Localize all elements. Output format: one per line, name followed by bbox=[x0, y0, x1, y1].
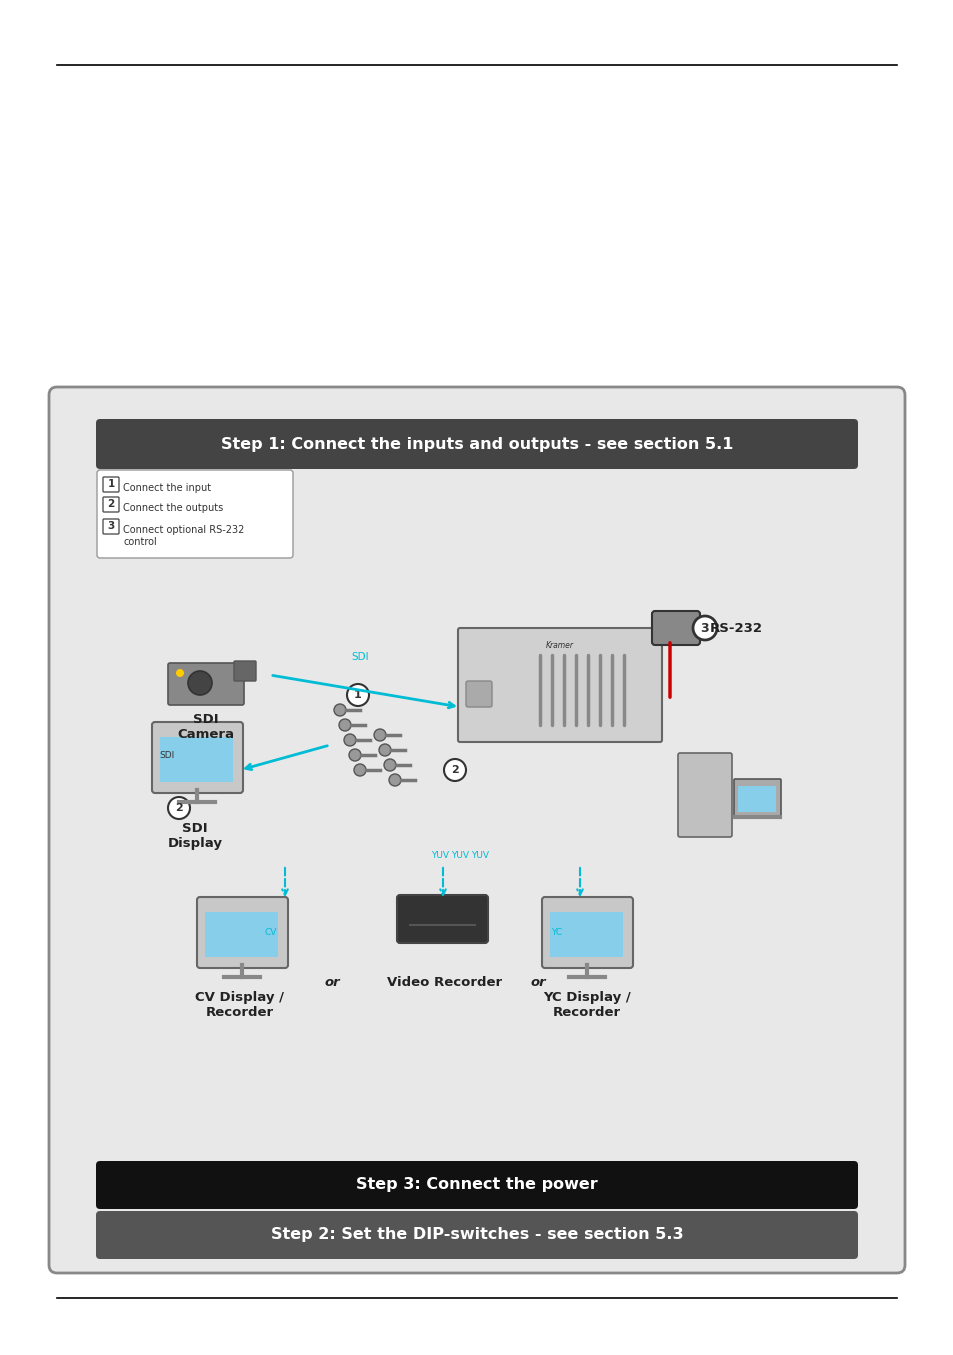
Text: Connect optional RS-232
control: Connect optional RS-232 control bbox=[123, 524, 244, 547]
Circle shape bbox=[384, 759, 395, 771]
FancyBboxPatch shape bbox=[678, 753, 731, 837]
FancyBboxPatch shape bbox=[550, 912, 622, 957]
Text: 2: 2 bbox=[108, 499, 114, 509]
Circle shape bbox=[349, 749, 360, 762]
FancyBboxPatch shape bbox=[541, 897, 633, 967]
FancyBboxPatch shape bbox=[103, 477, 119, 492]
Circle shape bbox=[347, 684, 369, 706]
FancyBboxPatch shape bbox=[96, 1211, 857, 1259]
Text: YUV: YUV bbox=[451, 851, 469, 860]
FancyBboxPatch shape bbox=[49, 388, 904, 1272]
Text: 2: 2 bbox=[451, 766, 458, 775]
FancyBboxPatch shape bbox=[205, 912, 277, 957]
Text: Step 2: Set the DIP-switches - see section 5.3: Step 2: Set the DIP-switches - see secti… bbox=[271, 1228, 682, 1243]
FancyBboxPatch shape bbox=[160, 737, 233, 782]
Circle shape bbox=[338, 720, 351, 730]
Circle shape bbox=[389, 774, 400, 786]
FancyBboxPatch shape bbox=[465, 682, 492, 707]
Text: SDI: SDI bbox=[351, 652, 369, 663]
FancyBboxPatch shape bbox=[152, 722, 243, 793]
Text: or: or bbox=[324, 977, 339, 989]
Text: Step 3: Connect the power: Step 3: Connect the power bbox=[355, 1177, 598, 1192]
Text: 1: 1 bbox=[354, 690, 361, 701]
Text: Kramer: Kramer bbox=[545, 641, 574, 649]
Circle shape bbox=[354, 764, 366, 776]
Circle shape bbox=[378, 744, 391, 756]
FancyBboxPatch shape bbox=[733, 779, 781, 816]
Text: SDI
Camera: SDI Camera bbox=[177, 713, 234, 741]
Text: YC: YC bbox=[551, 928, 561, 938]
Text: 3: 3 bbox=[108, 522, 114, 531]
FancyBboxPatch shape bbox=[651, 611, 700, 645]
Text: SDI: SDI bbox=[159, 751, 174, 760]
FancyBboxPatch shape bbox=[96, 419, 857, 469]
Text: 3: 3 bbox=[700, 622, 709, 634]
Text: RS-232: RS-232 bbox=[709, 622, 762, 634]
FancyBboxPatch shape bbox=[168, 663, 244, 705]
Text: or: or bbox=[530, 977, 545, 989]
Text: Connect the input: Connect the input bbox=[123, 482, 211, 493]
Text: YC Display /
Recorder: YC Display / Recorder bbox=[542, 991, 630, 1019]
FancyBboxPatch shape bbox=[97, 470, 293, 558]
FancyBboxPatch shape bbox=[457, 627, 661, 743]
Text: Video Recorder: Video Recorder bbox=[387, 977, 502, 989]
FancyBboxPatch shape bbox=[96, 1161, 857, 1209]
Circle shape bbox=[443, 759, 465, 780]
Text: Connect the outputs: Connect the outputs bbox=[123, 503, 223, 514]
Text: Step 1: Connect the inputs and outputs - see section 5.1: Step 1: Connect the inputs and outputs -… bbox=[220, 436, 733, 451]
Circle shape bbox=[692, 617, 717, 640]
Text: 1: 1 bbox=[108, 480, 114, 489]
Text: SDI
Display: SDI Display bbox=[168, 822, 222, 850]
Circle shape bbox=[188, 671, 212, 695]
Circle shape bbox=[334, 705, 346, 715]
Text: YUV: YUV bbox=[431, 851, 449, 860]
Text: CV: CV bbox=[264, 928, 276, 938]
Text: 2: 2 bbox=[175, 804, 183, 813]
Text: YUV: YUV bbox=[471, 851, 489, 860]
Circle shape bbox=[374, 729, 386, 741]
FancyBboxPatch shape bbox=[233, 661, 255, 682]
Circle shape bbox=[344, 734, 355, 747]
FancyBboxPatch shape bbox=[738, 786, 775, 812]
FancyBboxPatch shape bbox=[196, 897, 288, 967]
FancyBboxPatch shape bbox=[103, 519, 119, 534]
Circle shape bbox=[175, 669, 184, 678]
FancyBboxPatch shape bbox=[396, 896, 488, 943]
Circle shape bbox=[168, 797, 190, 818]
FancyBboxPatch shape bbox=[103, 497, 119, 512]
Text: CV Display /
Recorder: CV Display / Recorder bbox=[195, 991, 284, 1019]
